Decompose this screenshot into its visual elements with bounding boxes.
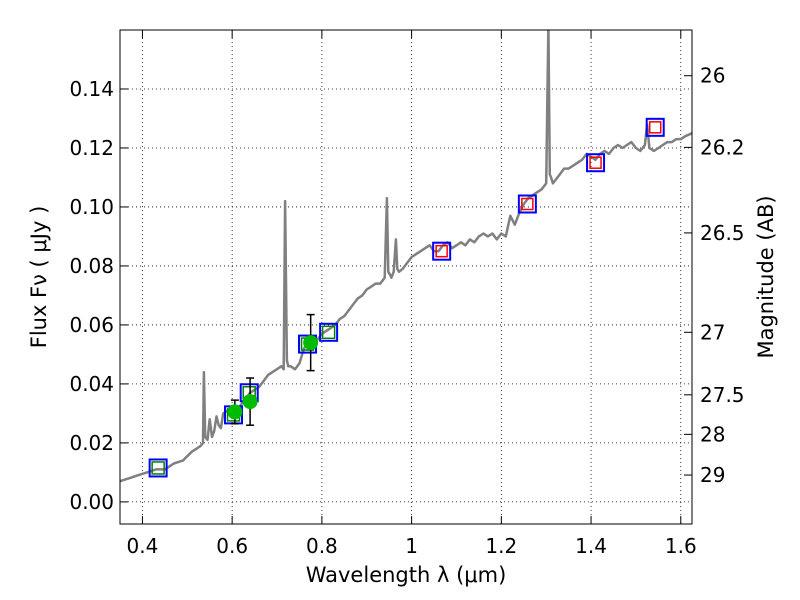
y2-tick-label: 28 <box>700 422 725 446</box>
x-tick-label: 0.6 <box>216 534 248 558</box>
photometry-square-outer <box>517 194 537 214</box>
x-tick-label: 1.4 <box>575 534 607 558</box>
y2-tick-label: 27.5 <box>700 383 745 407</box>
grid-lines <box>120 30 692 524</box>
optical-square-outer <box>148 458 168 478</box>
photometry-square-inner <box>648 121 662 134</box>
y-tick-label: 0.02 <box>69 431 114 455</box>
y-tick-label: 0.12 <box>69 136 114 160</box>
y2-tick-label: 26.2 <box>700 135 745 159</box>
x-tick-label: 0.8 <box>306 534 338 558</box>
y-tick-label: 0.14 <box>69 77 114 101</box>
photometry-square-inner <box>589 156 602 169</box>
y2-axis-label: Magnitude (AB) <box>754 195 778 358</box>
photometry-square-outer <box>645 117 665 137</box>
y2-tick-label: 26.5 <box>700 221 745 245</box>
y-tick-label: 0.04 <box>69 372 114 396</box>
y2-tick-label: 29 <box>700 463 725 487</box>
y2-tick-label: 27 <box>700 320 725 344</box>
y-tick-label: 0.08 <box>69 254 114 278</box>
y-axis-label: Flux Fν ( μJy ) <box>27 206 51 349</box>
x-axis-label: Wavelength λ (μm) <box>306 563 507 587</box>
optical-square-outer <box>319 322 339 342</box>
plot-content <box>120 30 692 483</box>
photometry-square-outer <box>432 241 452 261</box>
measured-point <box>242 394 258 410</box>
plot-frame <box>119 29 693 525</box>
photometry-square-inner <box>435 244 448 258</box>
y2-tick-label: 26 <box>700 64 725 88</box>
measured-point <box>303 335 319 351</box>
y-tick-label: 0.10 <box>69 195 114 219</box>
optical-square-inner <box>151 461 165 475</box>
y-tick-label: 0.06 <box>69 313 114 337</box>
x-tick-label: 1.6 <box>665 534 697 558</box>
axis-ticks: 0.4 0.6 0.8 1 1.2 1.4 1.6 0.00 0.02 0.04 0.06 0.08 0… <box>69 30 745 558</box>
x-tick-label: 1 <box>405 534 418 558</box>
photometry-square-outer <box>586 153 606 173</box>
photometry-square-inner <box>521 197 534 211</box>
measured-point <box>227 404 243 420</box>
plot-clip-group <box>120 30 692 483</box>
x-tick-label: 1.2 <box>485 534 517 558</box>
x-tick-label: 0.4 <box>127 534 159 558</box>
optical-square-inner <box>321 325 336 340</box>
y-tick-label: 0.00 <box>69 490 114 514</box>
